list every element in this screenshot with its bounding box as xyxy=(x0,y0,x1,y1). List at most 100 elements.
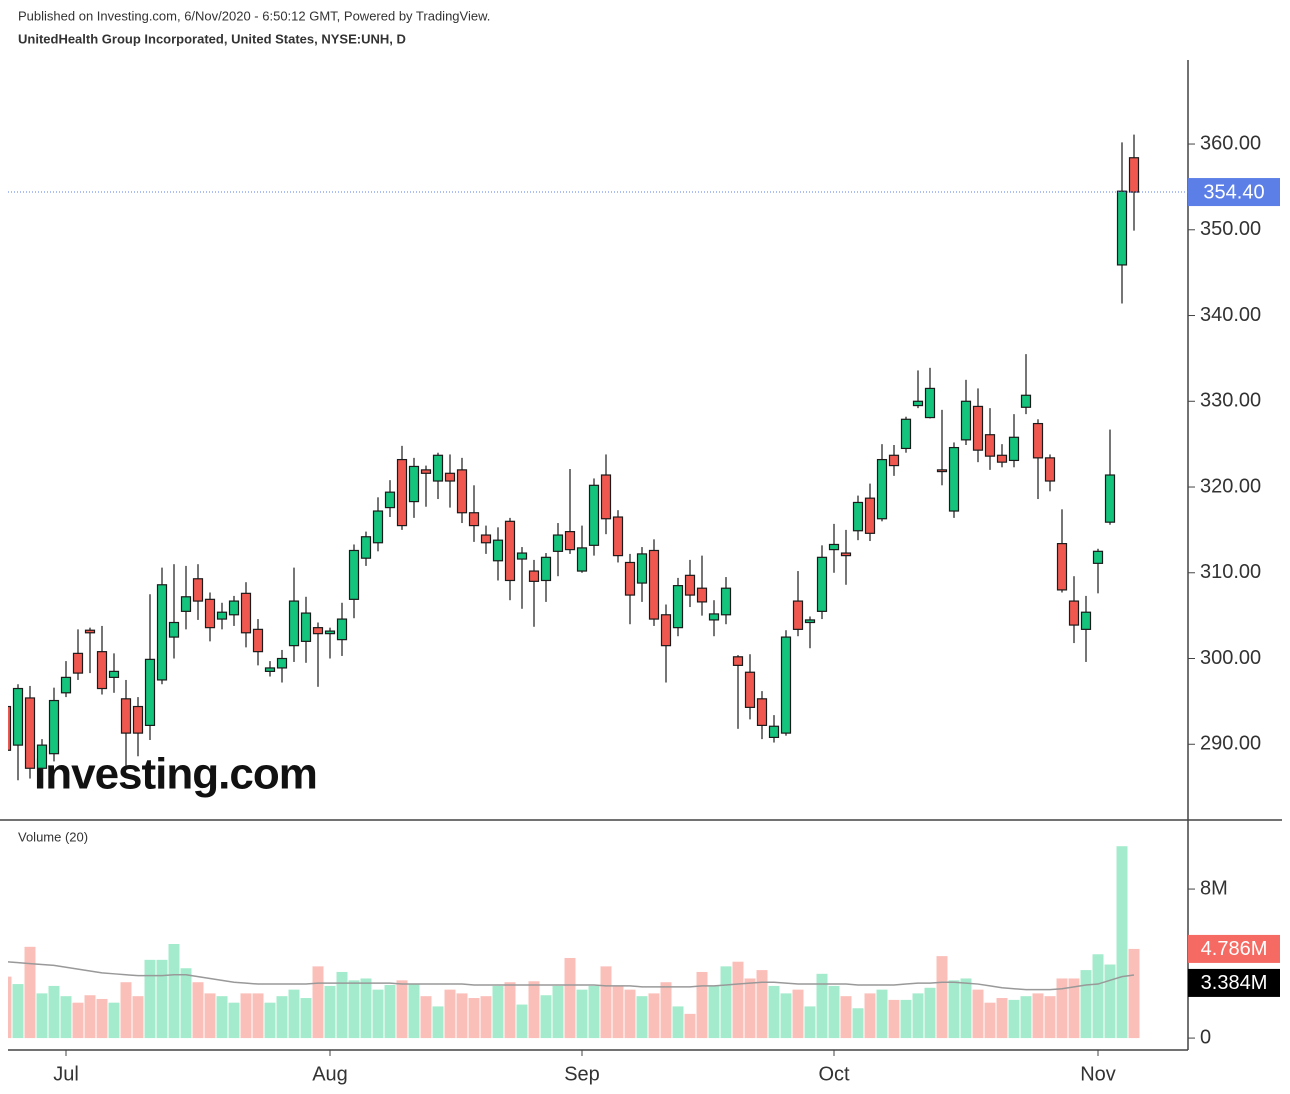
volume-bar xyxy=(876,989,888,1039)
candle-body xyxy=(900,418,912,450)
volume-bar xyxy=(456,993,468,1039)
volume-bar xyxy=(216,996,228,1039)
candle-body xyxy=(396,458,408,527)
volume-bar xyxy=(780,993,792,1039)
volume-bar xyxy=(960,978,972,1039)
candle-body xyxy=(888,454,900,467)
candle-body xyxy=(960,400,972,441)
candle-body xyxy=(540,556,552,582)
candle-body xyxy=(228,600,240,616)
volume-bar xyxy=(300,998,312,1039)
volume-bar xyxy=(8,976,12,1039)
candle-body xyxy=(660,614,672,647)
candle-body xyxy=(240,592,252,634)
y-tick-label: 290.00 xyxy=(1200,733,1261,755)
volume-bar xyxy=(372,989,384,1039)
volume-bar xyxy=(972,989,984,1039)
volume-bar xyxy=(936,956,948,1039)
volume-bar xyxy=(1068,978,1080,1039)
candle-body xyxy=(1116,190,1128,266)
candle-body xyxy=(108,670,120,678)
candle-body xyxy=(1068,600,1080,626)
volume-bar xyxy=(48,985,60,1039)
last-price-label: 354.40 xyxy=(1203,181,1264,203)
y-tick-label: 340.00 xyxy=(1200,304,1261,326)
candle-body xyxy=(504,520,516,582)
volume-bar xyxy=(1092,954,1104,1039)
candle-body xyxy=(204,598,216,629)
candle-body xyxy=(1080,611,1092,630)
candle-body xyxy=(1008,436,1020,462)
candle-body xyxy=(1020,394,1032,408)
volume-bar xyxy=(84,995,96,1039)
volume-bar xyxy=(828,985,840,1039)
candle-body xyxy=(132,705,144,734)
volume-bar xyxy=(816,973,828,1039)
candle-body xyxy=(72,652,84,674)
volume-bar xyxy=(900,999,912,1039)
volume-bar xyxy=(552,985,564,1039)
volume-bar xyxy=(276,996,288,1039)
volume-bar xyxy=(948,980,960,1039)
volume-bar xyxy=(996,998,1008,1039)
y-tick-label: 310.00 xyxy=(1200,561,1261,583)
volume-bar xyxy=(408,984,420,1039)
candle-body xyxy=(588,484,600,546)
y-tick-label: 320.00 xyxy=(1200,475,1261,497)
candle-body xyxy=(288,600,300,647)
x-tick-label: Jul xyxy=(53,1063,79,1085)
candle-body xyxy=(864,497,876,534)
volume-bar xyxy=(864,993,876,1039)
candle-body xyxy=(324,630,336,635)
candle-body xyxy=(276,657,288,669)
volume-bar xyxy=(492,985,504,1039)
candle-body xyxy=(876,458,888,520)
candle-body xyxy=(492,539,504,562)
volume-bar xyxy=(1080,970,1092,1039)
volume-bar xyxy=(660,982,672,1039)
volume-bar xyxy=(804,1006,816,1039)
volume-bar xyxy=(576,989,588,1039)
volume-bar xyxy=(348,980,360,1039)
candle-body xyxy=(564,531,576,551)
candle-body xyxy=(936,469,948,473)
volume-bar xyxy=(564,957,576,1039)
volume-bar xyxy=(888,999,900,1039)
candle-body xyxy=(528,570,540,582)
candle-body xyxy=(648,549,660,620)
volume-title: Volume (20) xyxy=(18,829,88,844)
volume-bar xyxy=(624,989,636,1039)
volume-bar xyxy=(636,996,648,1039)
volume-bar xyxy=(984,1002,996,1039)
candle-body xyxy=(12,687,24,746)
volume-bar xyxy=(852,1008,864,1039)
volume-bar xyxy=(60,996,72,1039)
candle-body xyxy=(924,387,936,419)
last-price-label-box xyxy=(1188,178,1280,207)
volume-bar xyxy=(336,971,348,1039)
candle-body xyxy=(8,705,12,751)
volume-bar xyxy=(480,996,492,1039)
candle-body xyxy=(384,491,396,509)
published-note: Published on Investing.com, 6/Nov/2020 -… xyxy=(18,8,490,23)
candle-body xyxy=(120,698,132,734)
candle-body xyxy=(636,553,648,584)
volume-bar xyxy=(120,982,132,1039)
last-volume-label: 4.786M xyxy=(1201,938,1268,960)
volume-bar xyxy=(696,971,708,1039)
volume-bar xyxy=(720,966,732,1039)
volume-bar xyxy=(756,970,768,1039)
volume-bar xyxy=(708,985,720,1039)
candle-body xyxy=(144,658,156,726)
volume-bar xyxy=(1056,978,1068,1039)
last-ma-label: 3.384M xyxy=(1201,972,1268,994)
candle-body xyxy=(600,474,612,520)
candle-body xyxy=(372,510,384,544)
candle-body xyxy=(768,725,780,738)
candle-body xyxy=(552,534,564,552)
candle-body xyxy=(804,619,816,624)
candle-body xyxy=(48,699,60,755)
volume-bar xyxy=(912,993,924,1039)
volume-bar xyxy=(588,985,600,1039)
